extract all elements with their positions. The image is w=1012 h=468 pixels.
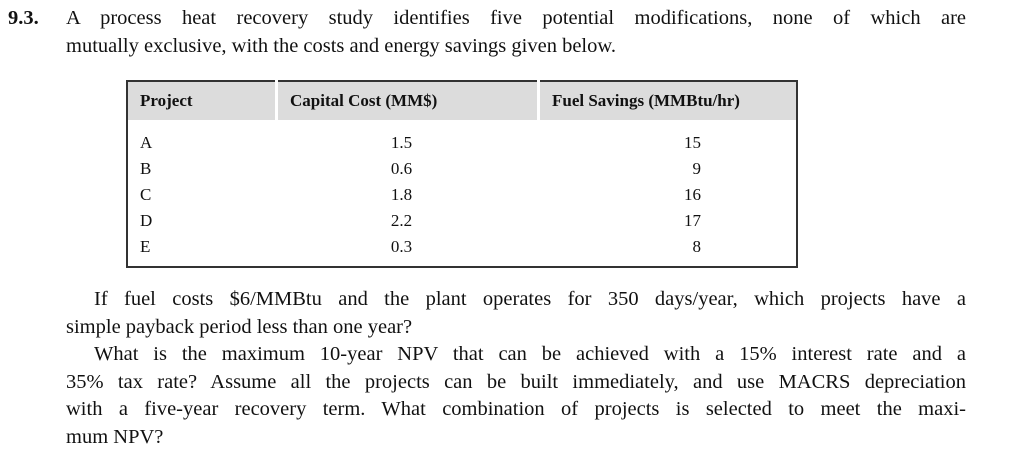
cell-capital-cost: 2.2 — [390, 211, 413, 230]
cell-capital-cost: 0.3 — [390, 237, 413, 256]
cell-fuel-savings: 9 — [692, 159, 702, 178]
cell-capital-cost: 1.5 — [390, 133, 413, 152]
cell-project: E — [140, 237, 151, 256]
table-row: C 1.8 16 — [127, 182, 797, 208]
cell-fuel-savings: 17 — [684, 211, 701, 230]
table-header-row: Project Capital Cost (MM$) Fuel Savings … — [127, 81, 797, 120]
cell-project: B — [140, 159, 152, 178]
cell-project: C — [140, 185, 152, 204]
cell-fuel-savings: 15 — [684, 133, 701, 152]
header-project: Project — [127, 81, 278, 120]
question-line: with a five-year recovery term. What com… — [66, 398, 966, 420]
table-row: D 2.2 17 — [127, 208, 797, 234]
question-line: simple payback period less than one year… — [66, 315, 413, 338]
header-capital-cost: Capital Cost (MM$) — [276, 81, 540, 120]
question-line: If fuel costs $6/MMBtu and the plant ope… — [94, 288, 966, 310]
cell-project: D — [140, 211, 153, 230]
header-fuel-savings: Fuel Savings (MMBtu/hr) — [538, 81, 797, 120]
question-line: What is the maximum 10-year NPV that can… — [94, 343, 966, 365]
projects-table: Project Capital Cost (MM$) Fuel Savings … — [126, 80, 798, 268]
cell-project: A — [140, 133, 153, 152]
intro-line: A process heat recovery study identifies… — [66, 7, 966, 29]
cell-capital-cost: 0.6 — [390, 159, 413, 178]
question-line: 35% tax rate? Assume all the projects ca… — [66, 370, 966, 393]
intro-line: mutually exclusive, with the costs and e… — [66, 34, 616, 57]
problem-intro: A process heat recovery study identifies… — [66, 5, 966, 60]
cell-fuel-savings: 8 — [692, 237, 702, 256]
question-line: mum NPV? — [66, 425, 164, 448]
cell-capital-cost: 1.8 — [390, 185, 413, 204]
problem-questions: If fuel costs $6/MMBtu and the plant ope… — [66, 286, 966, 451]
table-row: B 0.6 9 — [127, 156, 797, 182]
problem-number: 9.3. — [8, 7, 39, 29]
table-row: E 0.3 8 — [127, 234, 797, 267]
table-row: A 1.5 15 — [127, 120, 797, 156]
cell-fuel-savings: 16 — [684, 185, 701, 204]
